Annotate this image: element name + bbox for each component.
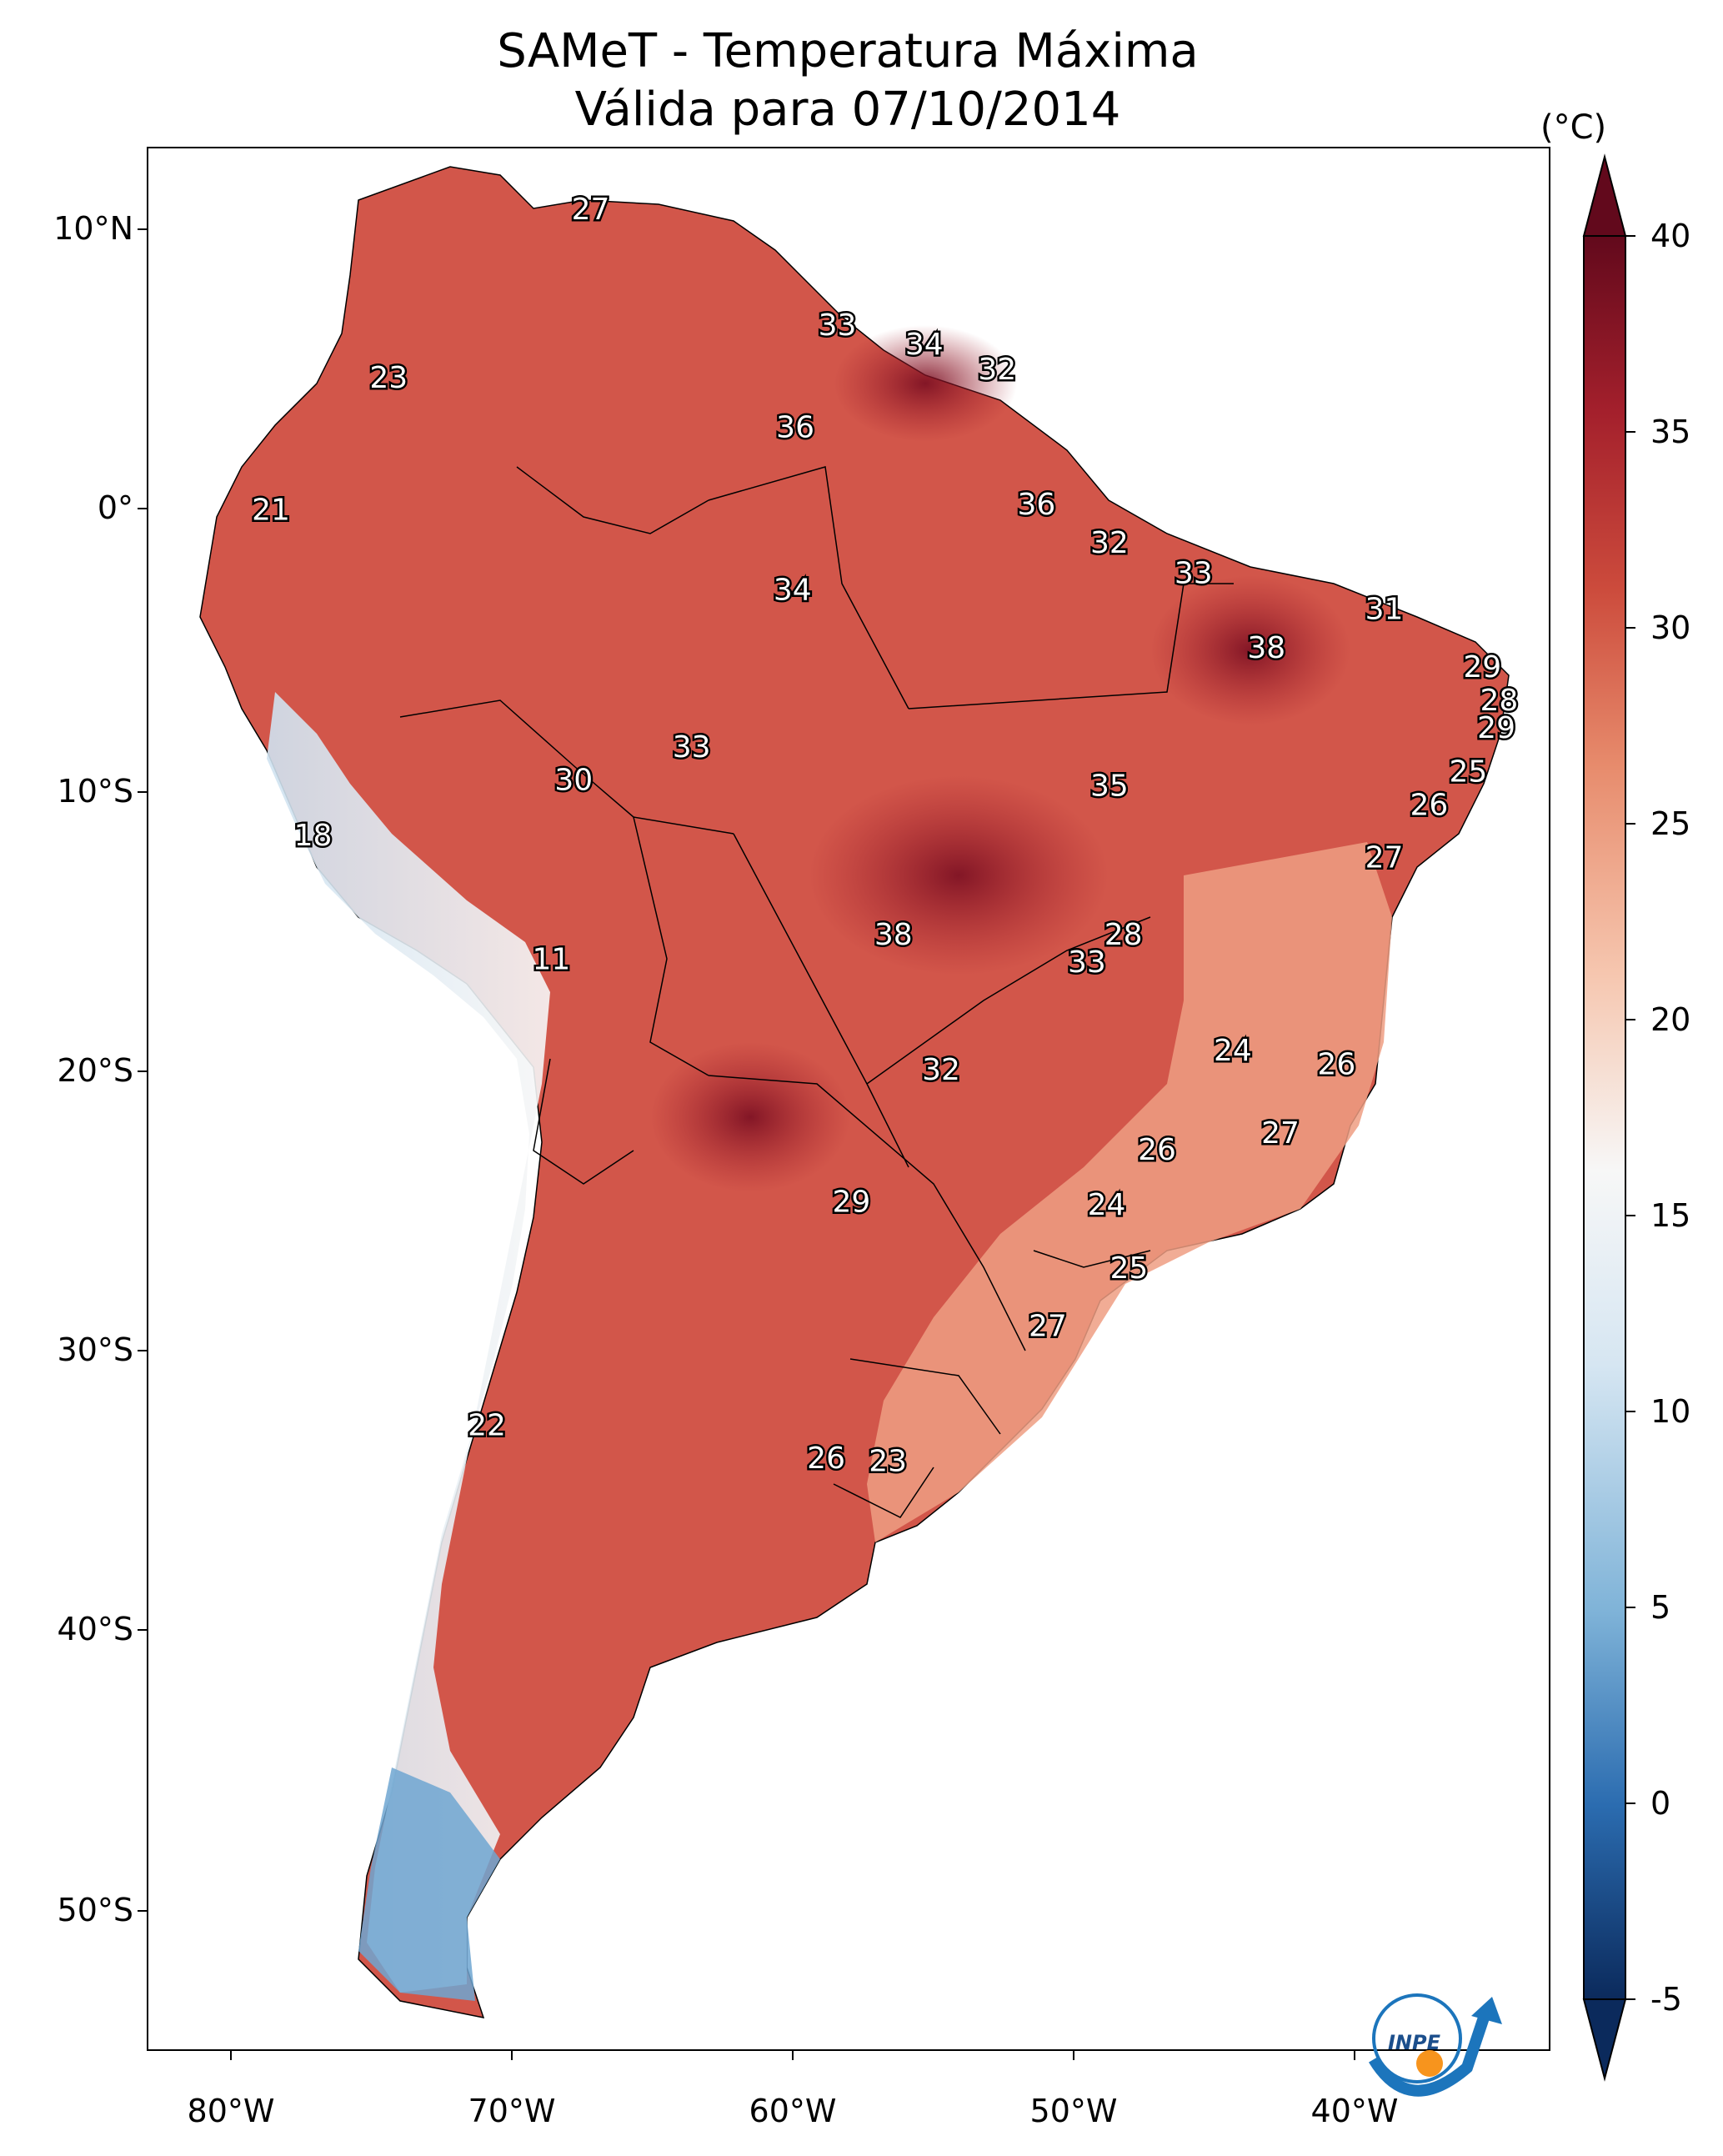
x-tick-label: 50°W <box>1029 2093 1118 2129</box>
temperature-label: 27 <box>572 193 610 227</box>
temperature-label: 25 <box>1109 1251 1148 1286</box>
temperature-label: 24 <box>1214 1034 1252 1068</box>
temperature-label: 23 <box>369 361 408 395</box>
map-subtitle: Válida para 07/10/2014 <box>574 83 1121 137</box>
temperature-label: 22 <box>468 1409 506 1443</box>
temperature-label: 33 <box>1175 557 1213 591</box>
temperature-label: 29 <box>1477 711 1515 745</box>
temperature-label: 29 <box>1463 650 1501 684</box>
temperature-label: 35 <box>1090 769 1129 803</box>
colorbar-tick-label: 40 <box>1650 218 1691 254</box>
colorbar-unit: (°C) <box>1540 108 1607 147</box>
hot-core-chaco <box>650 1042 850 1192</box>
temperature-label: 28 <box>1480 684 1519 718</box>
temperature-label: 27 <box>1029 1310 1067 1344</box>
temperature-label: 26 <box>1317 1047 1355 1081</box>
temperature-label: 32 <box>1090 526 1129 560</box>
temperature-label: 34 <box>774 573 812 607</box>
map-title: SAMeT - Temperatura Máxima <box>497 24 1199 78</box>
temperature-label: 33 <box>819 308 857 343</box>
temperature-label: 26 <box>1410 788 1448 822</box>
colorbar-tick-label: 0 <box>1650 1785 1671 1822</box>
patagonia-blue <box>358 1767 500 2001</box>
x-tick-label: 40°W <box>1310 2093 1399 2129</box>
southeast-mild-zone <box>867 842 1392 1542</box>
axis-ticks <box>138 228 1355 2060</box>
colorbar-tick-label: 15 <box>1650 1197 1691 1234</box>
temperature-label: 11 <box>533 943 571 977</box>
temperature-label: 26 <box>807 1442 845 1476</box>
hot-core-guiana <box>834 325 1017 442</box>
y-tick-label: 50°S <box>57 1892 133 1928</box>
temperature-label: 27 <box>1365 840 1404 875</box>
colorbar-tick-label: 35 <box>1650 414 1691 450</box>
temperature-label: 23 <box>869 1445 907 1479</box>
temperature-label: 33 <box>673 730 711 765</box>
temperature-label: 32 <box>978 353 1016 387</box>
colorbar-tick-label: -5 <box>1650 1981 1682 2018</box>
y-tick-label: 20°S <box>57 1052 133 1089</box>
temperature-label: 18 <box>294 819 333 853</box>
temperature-label: 33 <box>1068 945 1106 980</box>
colorbar-tick-label: 30 <box>1650 609 1691 646</box>
temperature-label: 21 <box>252 494 290 528</box>
temperature-label: 26 <box>1138 1133 1176 1167</box>
x-tick-label: 80°W <box>187 2093 275 2129</box>
country-borders <box>399 466 1234 1518</box>
inpe-logo-text: INPE <box>1388 2031 1441 2054</box>
temperature-label: 36 <box>1017 488 1055 522</box>
temperature-label: 38 <box>1247 631 1285 665</box>
temperature-label: 30 <box>554 764 593 798</box>
hot-core-northeast <box>1150 575 1350 725</box>
y-tick-label: 10°N <box>53 210 133 247</box>
temperature-label: 34 <box>905 328 944 362</box>
temperature-label: 27 <box>1261 1116 1300 1151</box>
temperature-label: 36 <box>776 410 814 444</box>
temperature-label: 24 <box>1088 1188 1126 1222</box>
inpe-logo: INPE <box>1368 1993 1502 2097</box>
andes-cool-band <box>267 692 550 1993</box>
y-tick-label: 40°S <box>57 1611 133 1647</box>
hot-core-cerrado <box>809 775 1109 975</box>
colorbar-tick-label: 25 <box>1650 805 1691 842</box>
y-tick-label: 30°S <box>57 1331 133 1368</box>
temperature-label: 32 <box>922 1053 960 1087</box>
colorbar-tick-label: 20 <box>1650 1001 1691 1038</box>
temperature-label: 28 <box>1104 918 1143 952</box>
temperature-label: 38 <box>874 918 913 952</box>
x-tick-label: 60°W <box>749 2093 837 2129</box>
temperature-label: 25 <box>1450 755 1488 790</box>
y-tick-label: 10°S <box>57 773 133 810</box>
colorbar-tick-label: 5 <box>1650 1589 1671 1626</box>
colorbar-bottom-extend <box>1582 1998 1627 2082</box>
colorbar-tick-label: 10 <box>1650 1393 1691 1430</box>
colorbar-body <box>1583 235 1626 2000</box>
temperature-label: 29 <box>832 1186 870 1220</box>
colorbar <box>1582 153 1635 2082</box>
temperature-label: 31 <box>1365 593 1404 627</box>
x-tick-label: 70°W <box>468 2093 556 2129</box>
continent-layer <box>199 166 1510 2018</box>
colorbar-top-extend <box>1582 153 1627 237</box>
y-tick-label: 0° <box>97 489 133 526</box>
